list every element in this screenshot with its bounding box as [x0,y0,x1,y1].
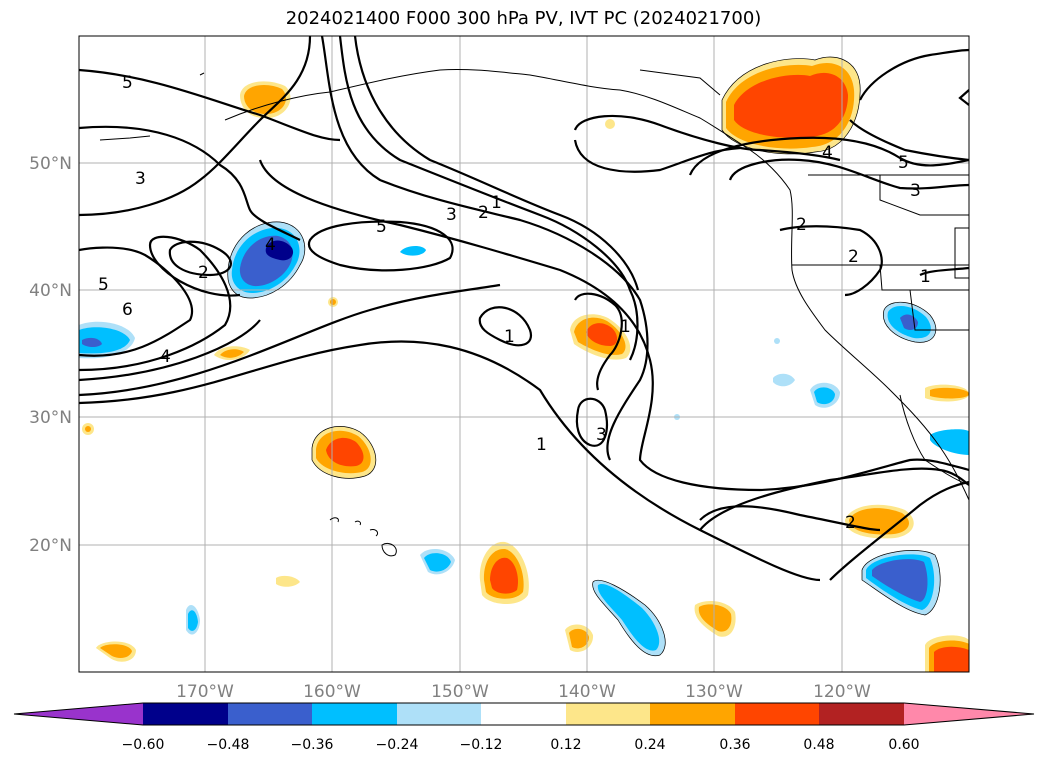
colorbar-bin [481,703,566,725]
colorbar-bin [650,703,735,725]
contour-label: 2 [796,215,807,235]
lat-label: 50°N [29,154,72,174]
colorbar-tick: 0.12 [550,737,581,753]
pv-contours [79,36,969,582]
colorbar-extend-left [14,703,143,725]
lon-label: 130°W [685,682,743,702]
colorbar-bin [143,703,228,725]
colorbar-bin [228,703,312,725]
colorbar-bin [819,703,904,725]
contour-labels: 5 3 5 6 4 2 4 5 3 2 1 1 3 1 1 4 5 3 2 2 … [98,73,931,533]
latitude-axis: 50°N 40°N 30°N 20°N [29,154,72,556]
map-panel: 5 3 5 6 4 2 4 5 3 2 1 1 3 1 1 4 5 3 2 2 … [79,36,969,672]
lat-label: 30°N [29,408,72,428]
colorbar-extend-right [904,703,1034,725]
contour-label: 4 [265,235,276,255]
contour-label: 4 [160,347,171,367]
contour-label: 5 [376,217,387,237]
contour-label: 5 [122,73,133,93]
colorbar-tick: 0.48 [803,737,834,753]
map-frame [78,35,970,673]
contour-label: 3 [910,181,921,201]
lon-label: 120°W [813,682,871,702]
colorbar-tick: −0.60 [122,737,165,753]
contour-label: 2 [845,513,856,533]
colorbar-tick: −0.36 [291,737,334,753]
lat-label: 40°N [29,281,72,301]
shaded-anomaly-field [79,57,969,672]
lat-label: 20°N [29,536,72,556]
colorbar-tick: −0.48 [207,737,250,753]
colorbar-tick: −0.24 [376,737,419,753]
colorbar: −0.60 −0.48 −0.36 −0.24 −0.12 0.12 0.24 … [13,702,1035,753]
contour-label: 1 [504,327,515,347]
colorbar-tick: 0.36 [719,737,750,753]
contour-label: 1 [491,193,502,213]
anomaly-outlines [227,56,941,657]
longitude-axis: 170°W 160°W 150°W 140°W 130°W 120°W [176,682,871,702]
lon-label: 140°W [558,682,616,702]
colorbar-bin [397,703,481,725]
colorbar-bin [312,703,397,725]
lon-label: 170°W [176,682,234,702]
colorbar-tick: 0.60 [888,737,919,753]
map-title: 2024021400 F000 300 hPa PV, IVT PC (2024… [285,8,762,29]
lon-label: 150°W [431,682,489,702]
colorbar-bin [566,703,650,725]
contour-label: 2 [198,263,209,283]
contour-label: 3 [446,205,457,225]
contour-label: 1 [536,435,547,455]
colorbar-ticks: −0.60 −0.48 −0.36 −0.24 −0.12 0.12 0.24 … [122,737,920,753]
contour-label: 3 [135,169,146,189]
colorbar-tick: −0.12 [460,737,503,753]
contour-label: 4 [822,143,833,163]
contour-label: 3 [596,425,607,445]
colorbar-bin [735,703,819,725]
contour-label: 1 [920,267,931,287]
contour-label: 5 [98,275,109,295]
contour-label: 5 [898,153,909,173]
contour-label: 2 [478,203,489,223]
contour-label: 2 [848,247,859,267]
lon-label: 160°W [303,682,361,702]
colorbar-tick: 0.24 [634,737,665,753]
contour-label: 1 [620,317,631,337]
contour-label: 6 [122,300,133,320]
